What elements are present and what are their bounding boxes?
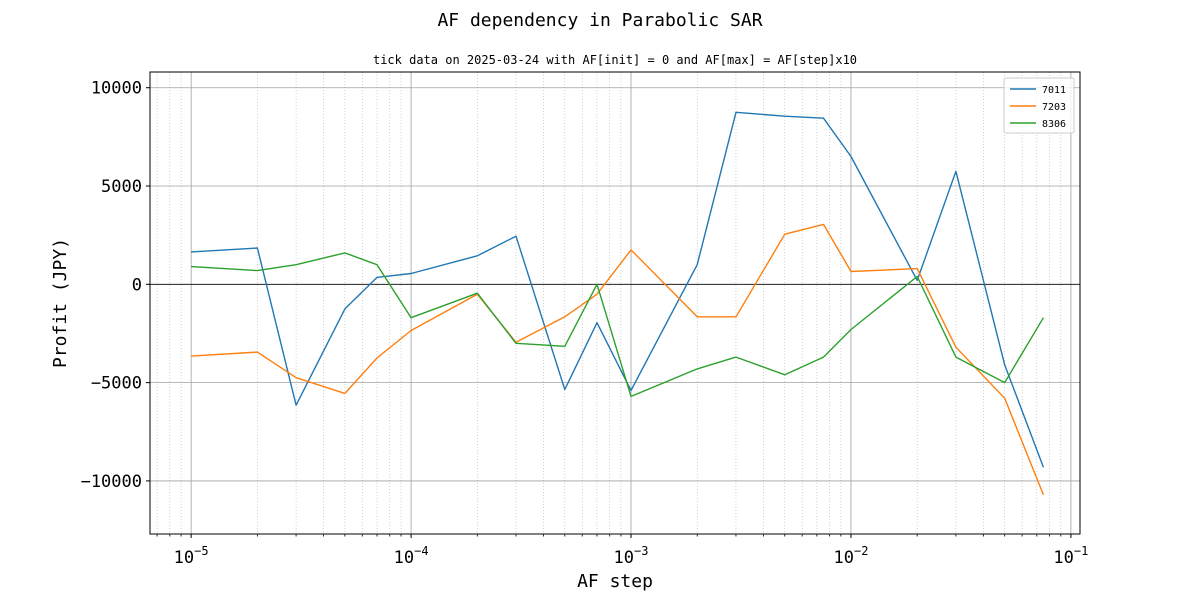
chart-title: AF dependency in Parabolic SAR	[437, 10, 762, 31]
y-tick-label: 10000	[91, 79, 142, 99]
series-line-8306	[191, 252, 1045, 398]
legend: 7011 7203 8306	[1003, 77, 1075, 134]
y-tick-label: −5000	[91, 374, 142, 394]
series-line-7011	[191, 111, 1045, 468]
x-tick-label: 10−4	[394, 544, 429, 568]
x-axis-label: AF step	[577, 571, 653, 592]
grid	[150, 72, 1080, 534]
x-tick-label: 10−5	[174, 544, 209, 568]
x-tick-label: 10−3	[614, 544, 649, 568]
y-tick-label: 5000	[101, 177, 142, 197]
x-tick-label: 10−2	[833, 544, 868, 568]
plot-frame	[149, 71, 1081, 535]
series-line-7203	[191, 223, 1045, 495]
legend-label-7011: 7011	[1042, 85, 1066, 96]
y-tick-label: 0	[132, 275, 142, 295]
chart-subtitle: tick data on 2025-03-24 with AF[init] = …	[373, 53, 857, 67]
y-tick-label: −10000	[81, 472, 142, 492]
y-axis-label: Profit (JPY)	[50, 238, 71, 368]
tick-layer: 10000 5000 0 −5000 −10000 10−5 10−4 10−3 10−2 10−…	[81, 79, 1089, 568]
legend-label-8306: 8306	[1042, 119, 1066, 130]
legend-box	[1003, 77, 1075, 134]
legend-label-7203: 7203	[1042, 102, 1066, 113]
series-layer	[191, 111, 1045, 495]
x-tick-label: 10−1	[1053, 544, 1088, 568]
